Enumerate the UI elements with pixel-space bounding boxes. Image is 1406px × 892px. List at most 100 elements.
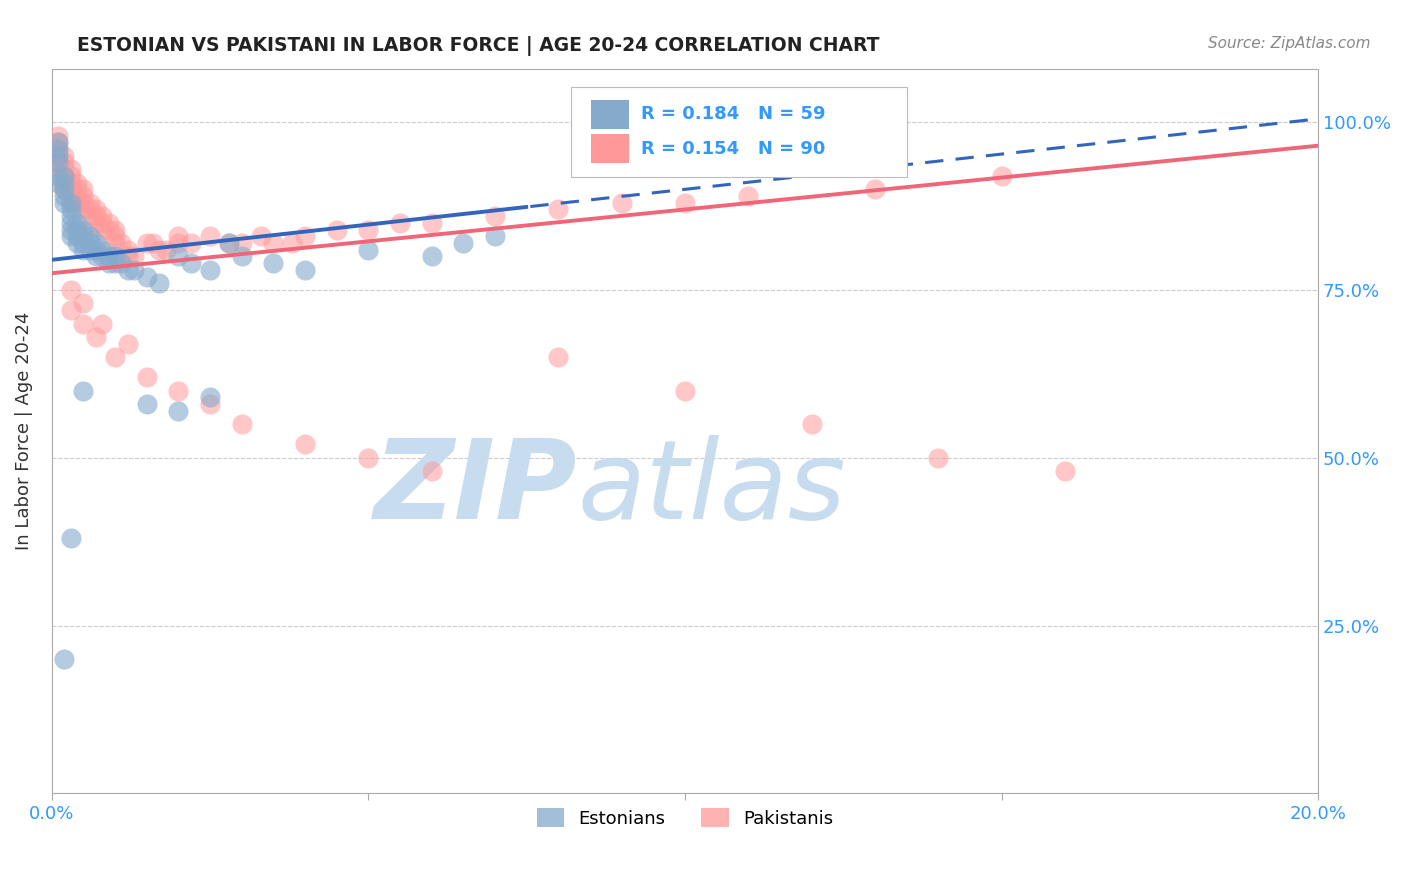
Point [66, 176, 89, 190]
Point [53, 162, 76, 177]
Point [84, 209, 107, 223]
Point [79, 243, 101, 257]
Point [59, 216, 82, 230]
Point [218, 235, 240, 250]
Point [72, 296, 94, 310]
Point [53, 195, 76, 210]
Point [104, 256, 127, 270]
Point [167, 249, 190, 263]
Point [91, 249, 114, 263]
Point [180, 235, 202, 250]
Point [484, 209, 506, 223]
Point [72, 195, 94, 210]
FancyBboxPatch shape [571, 87, 907, 178]
Point [53, 189, 76, 203]
Point [59, 229, 82, 244]
Point [218, 235, 240, 250]
Point [46, 155, 69, 169]
Point [72, 235, 94, 250]
Point [167, 384, 190, 398]
Point [673, 195, 696, 210]
Point [155, 243, 177, 257]
Text: R = 0.154   N = 90: R = 0.154 N = 90 [641, 140, 825, 158]
Point [122, 263, 145, 277]
Point [294, 263, 316, 277]
Point [863, 182, 886, 196]
Point [148, 243, 170, 257]
Point [135, 370, 157, 384]
Point [46, 169, 69, 183]
Point [66, 229, 89, 244]
Point [231, 417, 253, 432]
Point [142, 235, 165, 250]
Point [167, 404, 190, 418]
Point [59, 195, 82, 210]
Point [117, 243, 139, 257]
Point [231, 249, 253, 263]
Text: R = 0.184   N = 59: R = 0.184 N = 59 [641, 105, 825, 123]
Point [104, 235, 127, 250]
Point [79, 195, 101, 210]
Point [167, 235, 190, 250]
Point [46, 149, 69, 163]
Point [53, 169, 76, 183]
Point [104, 222, 127, 236]
Point [91, 216, 114, 230]
Point [357, 222, 380, 236]
Point [420, 216, 443, 230]
Point [135, 397, 157, 411]
Point [79, 235, 101, 250]
Point [97, 216, 120, 230]
Point [72, 189, 94, 203]
Point [990, 169, 1012, 183]
Point [110, 235, 132, 250]
Point [91, 317, 114, 331]
Point [72, 229, 94, 244]
Point [72, 243, 94, 257]
Point [357, 243, 380, 257]
Point [59, 189, 82, 203]
Point [84, 216, 107, 230]
Point [420, 464, 443, 478]
Point [59, 202, 82, 217]
Point [294, 229, 316, 244]
Point [46, 162, 69, 177]
Point [97, 222, 120, 236]
Point [281, 235, 304, 250]
Point [117, 336, 139, 351]
Point [294, 437, 316, 451]
FancyBboxPatch shape [592, 100, 630, 128]
Point [84, 202, 107, 217]
Point [72, 317, 94, 331]
FancyBboxPatch shape [592, 135, 630, 163]
Point [59, 531, 82, 545]
Point [547, 202, 569, 217]
Point [110, 256, 132, 270]
Point [53, 149, 76, 163]
Point [53, 169, 76, 183]
Point [198, 229, 221, 244]
Point [91, 209, 114, 223]
Point [59, 182, 82, 196]
Point [122, 249, 145, 263]
Point [66, 195, 89, 210]
Point [547, 350, 569, 364]
Point [46, 169, 69, 183]
Point [262, 235, 284, 250]
Point [262, 256, 284, 270]
Point [135, 235, 157, 250]
Point [72, 202, 94, 217]
Point [325, 222, 347, 236]
Point [53, 176, 76, 190]
Point [198, 263, 221, 277]
Point [484, 229, 506, 244]
Point [800, 417, 823, 432]
Point [46, 149, 69, 163]
Point [59, 162, 82, 177]
Point [737, 189, 759, 203]
Point [46, 136, 69, 150]
Point [97, 256, 120, 270]
Point [59, 303, 82, 318]
Point [97, 249, 120, 263]
Point [610, 195, 633, 210]
